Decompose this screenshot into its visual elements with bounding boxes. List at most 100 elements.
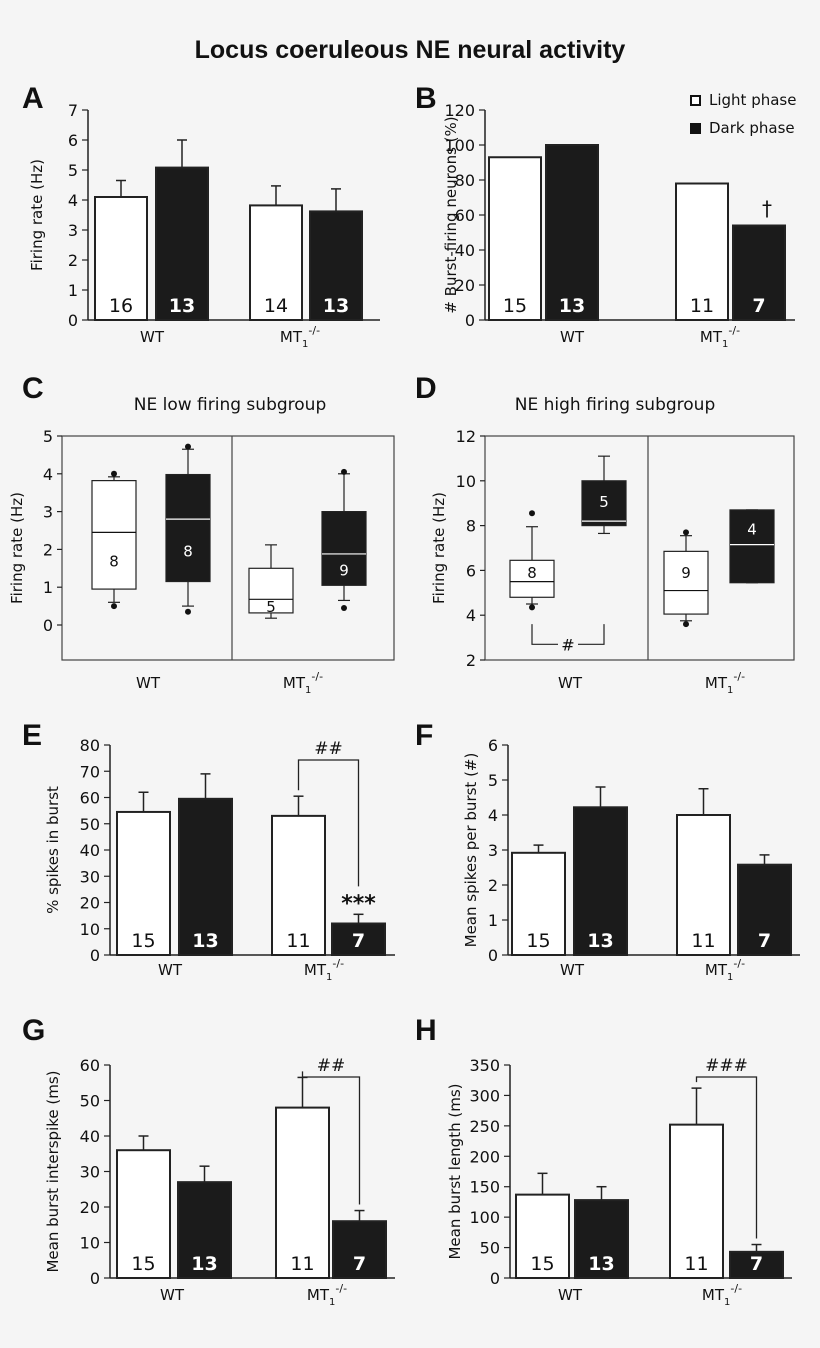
n-label: 13	[587, 930, 613, 952]
y-tick-label: 2	[488, 876, 498, 895]
n-label: 13	[588, 1253, 614, 1275]
y-tick-label: 20	[80, 1198, 100, 1217]
n-label: 11	[691, 930, 715, 952]
box	[509, 559, 555, 598]
y-tick-label: 30	[80, 1163, 100, 1182]
group-label: MT1-/-	[283, 670, 323, 696]
outlier-point	[529, 604, 535, 611]
n-label: 7	[752, 295, 765, 317]
group-label: MT1-/-	[705, 670, 745, 696]
y-tick-label: 40	[80, 841, 100, 860]
n-label: 13	[169, 295, 195, 317]
n-label: 13	[559, 295, 585, 317]
legend-swatch-dark	[690, 122, 701, 134]
y-tick-label: 40	[80, 1127, 100, 1146]
legend: Light phase Dark phase	[690, 86, 796, 142]
y-tick-label: 100	[444, 136, 475, 155]
y-axis-label: Firing rate (Hz)	[430, 492, 448, 604]
y-tick-label: 1	[488, 911, 498, 930]
outlier-point	[185, 443, 191, 450]
bar	[331, 922, 386, 956]
y-tick-label: 6	[466, 561, 476, 580]
bar	[732, 224, 786, 321]
panel-b: B 0 20 40 60 80 100 120# Burst-firing neurons (…	[415, 82, 795, 350]
y-tick-label: 50	[480, 1239, 500, 1258]
y-tick-label: 4	[68, 191, 78, 210]
outlier-point	[683, 621, 689, 628]
significance-mark: †	[762, 197, 772, 221]
panel-d: D 2 4 6 8 10 12 Firing rate (Hz) NE high firing …	[415, 372, 795, 696]
y-tick-label: 300	[469, 1086, 500, 1105]
comparison-bracket	[531, 624, 558, 645]
outlier-point	[111, 470, 117, 477]
y-tick-label: 60	[455, 206, 475, 225]
n-label: 4	[747, 520, 757, 538]
box	[729, 509, 775, 584]
panel-letter: F	[415, 719, 433, 752]
y-tick-label: 0	[90, 1269, 100, 1288]
n-label: 7	[758, 930, 771, 952]
legend-label-dark: Dark phase	[709, 119, 795, 137]
bar	[116, 1149, 171, 1279]
box	[581, 480, 627, 527]
panel-letter: E	[22, 719, 42, 752]
n-label: 15	[131, 1253, 155, 1275]
panel-c: C 0 1 2 3 4 5 Firing rate (Hz) NE low firing sub…	[8, 372, 395, 696]
bar	[511, 851, 566, 956]
n-label: 5	[266, 598, 276, 616]
panel-subtitle: NE low firing subgroup	[134, 395, 326, 415]
figure-title: Locus coeruleous NE neural activity	[194, 36, 626, 64]
n-label: 15	[503, 295, 527, 317]
bar	[675, 182, 729, 321]
bar	[515, 1193, 570, 1280]
y-tick-label: 2	[466, 651, 476, 670]
box	[165, 473, 211, 583]
comparison-bracket	[301, 1071, 361, 1205]
outlier-point	[341, 604, 347, 611]
n-label: 11	[290, 1253, 314, 1275]
n-label: 8	[183, 542, 193, 560]
outlier-point	[111, 603, 117, 610]
panel-g: G 0 10 20 30 40 50 60 Mean burst interspike (ms)…	[22, 1014, 395, 1308]
panel-letter: A	[22, 82, 44, 115]
n-label: 13	[191, 1253, 217, 1275]
y-tick-label: 2	[68, 251, 78, 270]
group-label: WT	[560, 328, 585, 346]
y-tick-label: 4	[488, 806, 498, 825]
box	[663, 550, 709, 615]
y-tick-label: 0	[43, 616, 53, 635]
y-axis-label: Mean burst length (ms)	[446, 1083, 464, 1259]
group-label: MT1-/-	[705, 957, 745, 983]
outlier-point	[341, 468, 347, 475]
group-label: MT1-/-	[307, 1282, 347, 1308]
y-tick-label: 200	[469, 1147, 500, 1166]
y-tick-label: 10	[80, 920, 100, 939]
plot-frame	[61, 435, 395, 661]
bar	[309, 210, 363, 321]
plot-frame	[484, 435, 795, 661]
n-label: 8	[109, 553, 119, 571]
box	[91, 480, 137, 590]
y-tick-label: 10	[80, 1234, 100, 1253]
group-label: WT	[140, 328, 165, 346]
group-label: MT1-/-	[304, 957, 344, 983]
y-tick-label: 80	[455, 171, 475, 190]
y-tick-label: 5	[68, 161, 78, 180]
y-tick-label: 350	[469, 1056, 500, 1075]
n-label: 13	[192, 930, 218, 952]
panel-letter: H	[415, 1014, 437, 1047]
y-axis-label: Mean burst interspike (ms)	[44, 1070, 62, 1272]
n-label: 15	[131, 930, 155, 952]
panel-subtitle: NE high firing subgroup	[515, 395, 716, 415]
n-label: 11	[286, 930, 310, 952]
n-label: 8	[527, 564, 537, 582]
y-tick-label: 60	[80, 1056, 100, 1075]
panel-f: F 0 1 2 3 4 5 6 Mean spikes per burst (#) 15 13 11 7…	[415, 719, 800, 983]
y-tick-label: 0	[465, 311, 475, 330]
legend-item-dark: Dark phase	[690, 114, 796, 142]
comparison-bracket	[578, 624, 605, 645]
y-tick-label: 1	[68, 281, 78, 300]
panel-letter: B	[415, 82, 437, 115]
n-label: 9	[339, 562, 349, 580]
panel-e: E 0 10 20 30 40 50 60 70 80 % spikes in burst 15 13 1…	[22, 719, 395, 983]
